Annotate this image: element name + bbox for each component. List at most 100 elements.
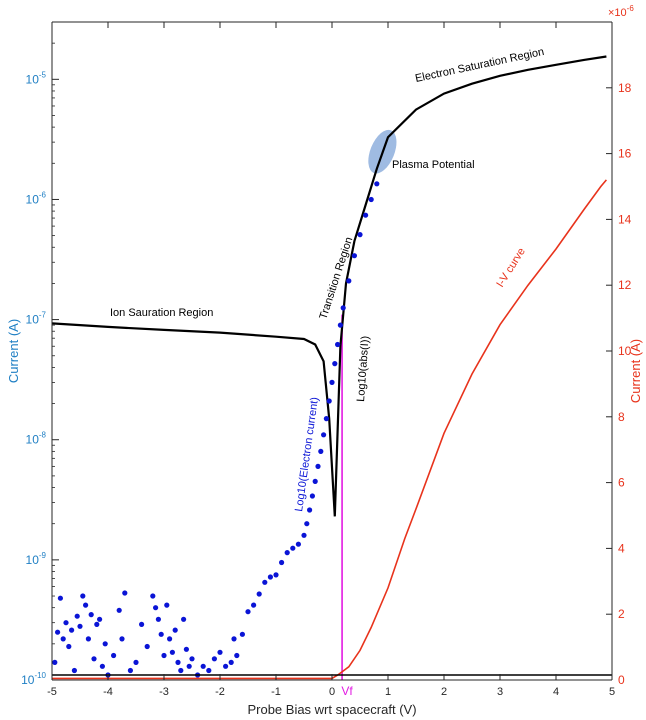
data-point xyxy=(351,253,357,259)
data-point xyxy=(340,305,346,311)
data-point xyxy=(223,663,229,669)
data-point xyxy=(91,656,97,662)
data-point xyxy=(231,636,237,642)
data-point xyxy=(139,621,145,628)
y-right-tick-label: 4 xyxy=(618,541,625,555)
data-point xyxy=(295,541,301,547)
data-point xyxy=(169,649,175,655)
data-point xyxy=(178,667,184,674)
data-point xyxy=(164,602,170,608)
x-tick-label: 0 xyxy=(329,686,335,698)
data-point xyxy=(122,590,128,596)
data-point xyxy=(116,607,122,613)
x-tick-label: 1 xyxy=(385,686,391,698)
data-point xyxy=(346,278,352,284)
data-point xyxy=(80,593,86,599)
x-tick-label: -2 xyxy=(215,686,225,698)
vf-label: Vf xyxy=(341,684,353,698)
data-point xyxy=(363,212,369,218)
annotation-4: Log10(abs(I)) xyxy=(355,335,372,402)
data-point xyxy=(279,559,285,566)
data-point xyxy=(256,591,262,597)
data-point xyxy=(326,398,332,404)
data-point xyxy=(206,667,212,674)
series-2-line xyxy=(52,179,608,680)
data-point xyxy=(158,631,164,637)
data-point xyxy=(200,663,206,669)
data-point xyxy=(77,623,83,629)
data-point xyxy=(323,416,329,422)
data-point xyxy=(335,341,341,348)
y-right-tick-label: 16 xyxy=(618,147,632,161)
data-point xyxy=(66,643,72,650)
data-point xyxy=(150,593,156,599)
y-right-tick-label: 2 xyxy=(618,607,625,621)
data-point xyxy=(60,636,66,642)
y-left-axis-label: Current (A) xyxy=(6,319,21,383)
data-point xyxy=(267,574,273,580)
data-point xyxy=(119,636,125,642)
x-tick-label: -3 xyxy=(159,686,169,698)
plot-area xyxy=(51,55,612,680)
x-tick-label: -1 xyxy=(271,686,281,698)
data-point xyxy=(181,616,187,622)
data-point xyxy=(273,572,279,578)
data-point xyxy=(172,627,178,633)
y-right-tick-label: 6 xyxy=(618,476,625,490)
data-point xyxy=(239,631,245,637)
data-point xyxy=(97,616,103,622)
data-point xyxy=(329,379,335,385)
data-point xyxy=(217,649,223,655)
annotation-3: Ion Sauration Region xyxy=(110,307,213,319)
data-point xyxy=(251,602,257,608)
x-tick-label: 2 xyxy=(441,686,447,698)
data-point xyxy=(262,579,268,585)
data-point xyxy=(57,595,64,601)
data-point xyxy=(211,656,217,662)
data-point xyxy=(312,478,318,484)
data-point xyxy=(189,656,195,662)
y-right-tick-label: 18 xyxy=(618,81,632,95)
data-point xyxy=(368,196,374,203)
data-point xyxy=(357,232,363,238)
data-point xyxy=(52,659,58,666)
data-point xyxy=(183,646,189,652)
data-point xyxy=(94,621,100,628)
y-left-tick-label: 10-6 xyxy=(26,190,47,206)
x-axis-label: Probe Bias wrt spacecraft (V) xyxy=(247,702,416,717)
y-right-tick-label: 12 xyxy=(618,278,632,292)
data-point xyxy=(374,181,380,187)
y-right-multiplier: ×10-6 xyxy=(608,4,634,19)
series-1-markers xyxy=(52,181,380,678)
y-left-tick-label: 10-5 xyxy=(26,70,47,86)
data-point xyxy=(290,545,296,551)
y-left-tick-label: 10-9 xyxy=(26,551,47,567)
data-point xyxy=(55,629,61,635)
data-point xyxy=(74,613,80,619)
x-tick-label: -5 xyxy=(47,686,57,698)
data-point xyxy=(127,667,133,674)
data-point xyxy=(234,652,240,659)
data-point xyxy=(167,636,173,642)
data-point xyxy=(175,659,181,666)
y-left-tick-label: 10-8 xyxy=(26,431,47,447)
series-0-line xyxy=(51,55,607,517)
data-point xyxy=(284,550,290,556)
data-point xyxy=(155,616,161,622)
x-tick-label: 3 xyxy=(497,686,503,698)
data-point xyxy=(69,627,75,633)
data-point xyxy=(245,609,251,615)
y-right-tick-label: 8 xyxy=(618,410,625,424)
data-point xyxy=(153,605,159,611)
data-point xyxy=(307,507,313,513)
data-point xyxy=(71,667,77,674)
y-right-axis-label: Current (A) xyxy=(628,339,643,403)
data-point xyxy=(144,643,150,650)
x-tick-label: -4 xyxy=(103,686,113,698)
x-tick-label: 5 xyxy=(609,686,615,698)
y-left-tick-label: 10-7 xyxy=(26,311,47,327)
data-point xyxy=(83,602,89,608)
data-point xyxy=(318,448,324,454)
